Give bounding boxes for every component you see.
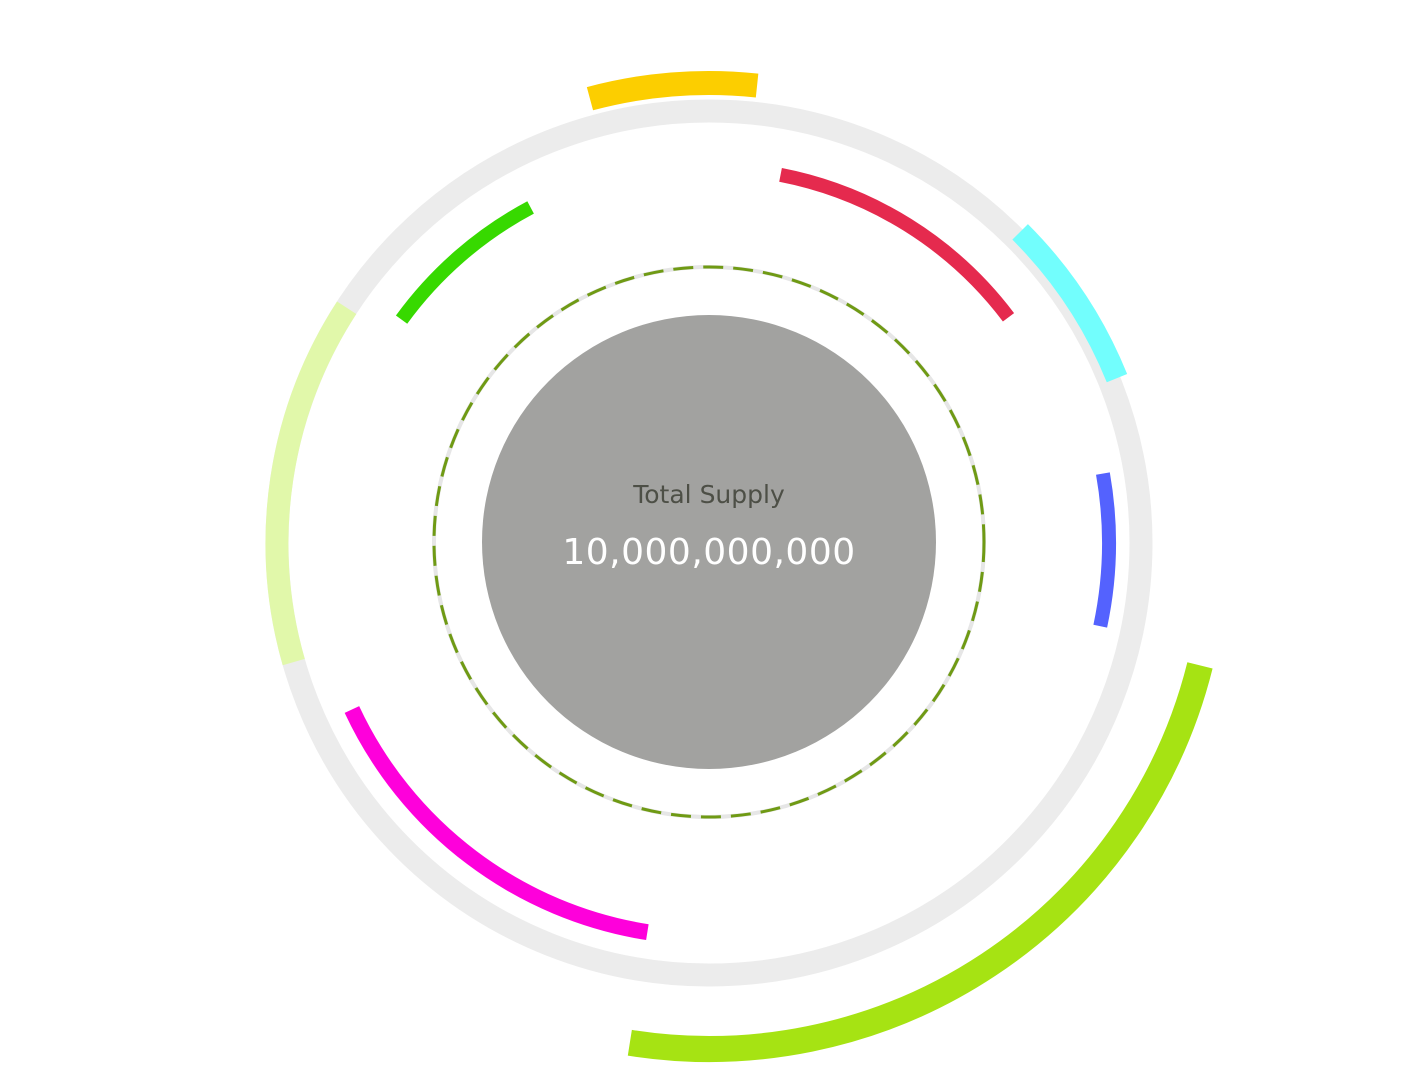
total-supply-label: Total Supply	[633, 480, 785, 510]
center-label-group: Total Supply 10,000,000,000	[482, 315, 936, 769]
segment-arc-7	[277, 308, 347, 662]
segment-arc-3	[1020, 232, 1117, 378]
segment-arc-1	[590, 83, 757, 99]
segment-arc-4	[1100, 474, 1109, 627]
total-supply-value: 10,000,000,000	[562, 532, 855, 574]
